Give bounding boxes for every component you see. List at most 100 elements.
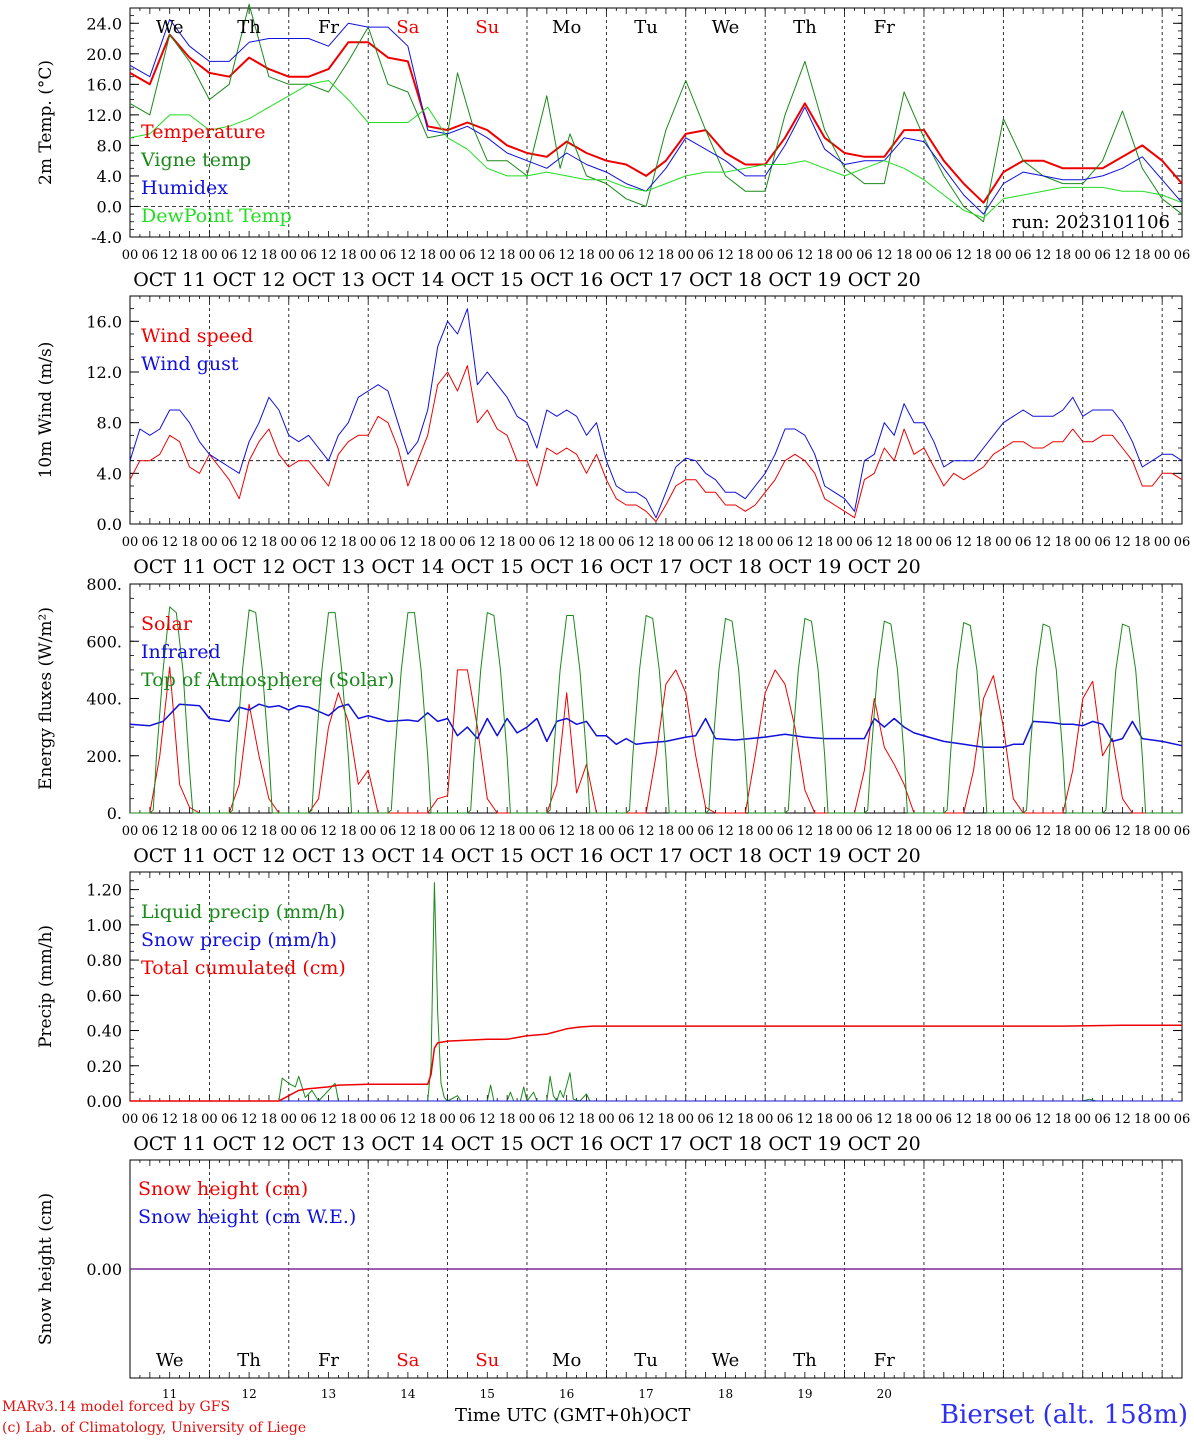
legend-entry: DewPoint Temp [141,205,292,227]
day-number: 14 [400,1387,416,1401]
hour-tick-label: 00 [916,248,933,263]
legend-entry: Vigne temp [140,149,251,171]
hour-tick-label: 12 [320,1112,337,1127]
hour-tick-label: 18 [261,1112,278,1127]
hour-tick-label: 12 [1035,535,1052,550]
date-label: OCT 18 [689,269,762,291]
hour-tick-label: 00 [1074,1112,1091,1127]
hour-tick-label: 12 [876,1112,893,1127]
hour-tick-label: 18 [499,248,516,263]
hour-tick-label: 12 [320,824,337,839]
hour-tick-label: 12 [320,535,337,550]
hour-tick-label: 12 [400,1112,417,1127]
panel-frame [129,295,1183,525]
y-tick-label: 0.00 [86,1260,122,1279]
y-tick-label: 0. [107,804,122,823]
day-name-bottom: Sa [396,1350,419,1371]
panel-frame [129,7,1183,238]
date-label: OCT 20 [848,556,921,578]
hour-tick-label: 18 [896,1112,913,1127]
hour-tick-label: 06 [221,248,238,263]
hour-tick-label: 12 [479,1112,496,1127]
date-label: OCT 15 [451,556,524,578]
hour-tick-label: 12 [797,248,814,263]
y-tick-label: 0.20 [86,1057,122,1076]
hour-tick-label: 00 [281,248,298,263]
date-label: OCT 17 [610,269,683,291]
day-number: 19 [797,1387,812,1401]
series-line-humidex [129,18,1183,215]
hour-tick-label: 18 [896,824,913,839]
date-label: OCT 19 [768,269,841,291]
hour-tick-label: 06 [856,535,873,550]
hour-tick-label: 00 [360,248,377,263]
hour-tick-label: 06 [697,248,714,263]
legend-entry: Wind speed [141,325,253,347]
hour-tick-label: 12 [955,824,972,839]
day-name: We [712,17,740,38]
y-tick-label: 600. [86,632,122,651]
hour-tick-label: 00 [281,824,298,839]
hour-tick-label: 18 [1055,535,1072,550]
hour-tick-label: 12 [241,824,258,839]
hour-tick-label: 18 [816,1112,833,1127]
date-label: OCT 13 [292,556,365,578]
hour-tick-label: 00 [678,535,695,550]
date-label: OCT 16 [530,556,603,578]
hour-tick-label: 00 [122,248,139,263]
day-number: 18 [718,1387,733,1401]
hour-tick-label: 12 [638,248,655,263]
hour-tick-label: 00 [598,824,615,839]
hour-tick-label: 06 [539,1112,556,1127]
hour-tick-label: 00 [122,1112,139,1127]
hour-tick-label: 18 [578,248,595,263]
y-tick-label: 0.00 [86,1092,122,1111]
series-line-infrared [129,703,1183,748]
hour-tick-label: 00 [519,248,536,263]
series-line-top-of-atmosphere-solar- [130,606,1182,814]
hour-tick-label: 18 [816,824,833,839]
hour-tick-label: 18 [658,1112,675,1127]
hour-tick-label: 12 [1035,1112,1052,1127]
hour-tick-label: 12 [1035,248,1052,263]
hour-tick-label: 06 [539,248,556,263]
y-tick-label: 4.0 [97,464,122,483]
hour-tick-label: 18 [1134,248,1151,263]
hour-tick-label: 00 [439,248,456,263]
legend-entry: Wind gust [141,353,239,375]
legend-entry: Snow height (cm W.E.) [138,1206,356,1228]
hour-tick-label: 12 [876,824,893,839]
hour-tick-label: 18 [419,248,436,263]
day-name-bottom: Tu [634,1350,658,1371]
hour-tick-label: 18 [499,1112,516,1127]
y-tick-label: 0.80 [86,951,122,970]
date-label: OCT 11 [133,556,206,578]
hour-tick-label: 06 [459,535,476,550]
legend-entry: Top of Atmosphere (Solar) [141,669,394,691]
hour-tick-label: 18 [737,248,754,263]
hour-tick-label: 06 [142,535,159,550]
y-axis-title: Energy fluxes (W/m²) [36,607,56,790]
day-name: We [156,17,184,38]
day-name-bottom: Th [793,1350,817,1371]
legend-entry: Infrared [141,641,221,663]
y-tick-label: 400. [86,690,122,709]
hour-tick-label: 00 [598,535,615,550]
hour-tick-label: 12 [717,824,734,839]
y-tick-label: 8.0 [97,414,122,433]
hour-tick-label: 00 [598,1112,615,1127]
date-label: OCT 12 [213,556,286,578]
hour-tick-label: 00 [678,824,695,839]
hour-tick-label: 06 [1094,248,1111,263]
hour-tick-label: 00 [201,1112,218,1127]
y-tick-label: 200. [86,747,122,766]
hour-tick-label: 06 [1094,824,1111,839]
hour-tick-label: 18 [261,824,278,839]
date-label: OCT 12 [213,1133,286,1155]
hour-tick-label: 00 [995,535,1012,550]
hour-tick-label: 18 [181,824,198,839]
y-axis-title: Precip (mm/h) [36,925,56,1048]
hour-tick-label: 00 [439,824,456,839]
hour-tick-label: 06 [221,535,238,550]
date-label: OCT 17 [610,556,683,578]
